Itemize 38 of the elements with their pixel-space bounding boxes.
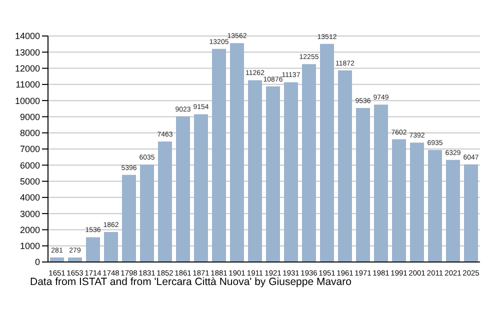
y-tick-label: 2000 (20, 224, 40, 235)
y-tick-label: 5000 (20, 176, 40, 186)
y-tick-label: 12000 (14, 63, 40, 74)
bar (284, 82, 298, 262)
y-tick-label: 11000 (16, 80, 40, 90)
bar (446, 160, 460, 262)
bar (194, 114, 208, 262)
y-tick-label: 1000 (20, 241, 40, 252)
bar (338, 70, 352, 262)
bar (356, 108, 370, 262)
bar (176, 116, 190, 262)
y-tick-label: 10000 (14, 96, 40, 106)
bar (158, 142, 172, 262)
text: Data from ISTAT and from 'Lercara Città Nuova' by Giuseppe Mavaro (30, 276, 352, 288)
bar (302, 64, 316, 262)
y-tick-label: 14000 (14, 31, 40, 42)
bar (320, 44, 334, 262)
bar (374, 104, 388, 262)
y-tick-label: 0 (34, 257, 40, 268)
bar (428, 150, 442, 262)
y-tick-label: 7000 (20, 144, 40, 154)
bar (248, 80, 262, 262)
bar (266, 86, 280, 262)
bar (410, 142, 424, 262)
bar (122, 174, 136, 262)
bar (392, 139, 406, 262)
y-tick-label: 8000 (20, 128, 40, 138)
bar (464, 164, 478, 262)
y-tick-label: 9000 (20, 112, 40, 122)
y-tick-label: 13000 (14, 47, 40, 58)
y-tick-label: 6000 (20, 160, 40, 170)
bar (212, 48, 226, 262)
y-tick-label: 4000 (20, 192, 40, 203)
bar (140, 164, 154, 262)
bar (104, 232, 118, 262)
y-tick-label: 3000 (20, 208, 40, 219)
bar (230, 43, 244, 262)
bar (86, 237, 100, 262)
